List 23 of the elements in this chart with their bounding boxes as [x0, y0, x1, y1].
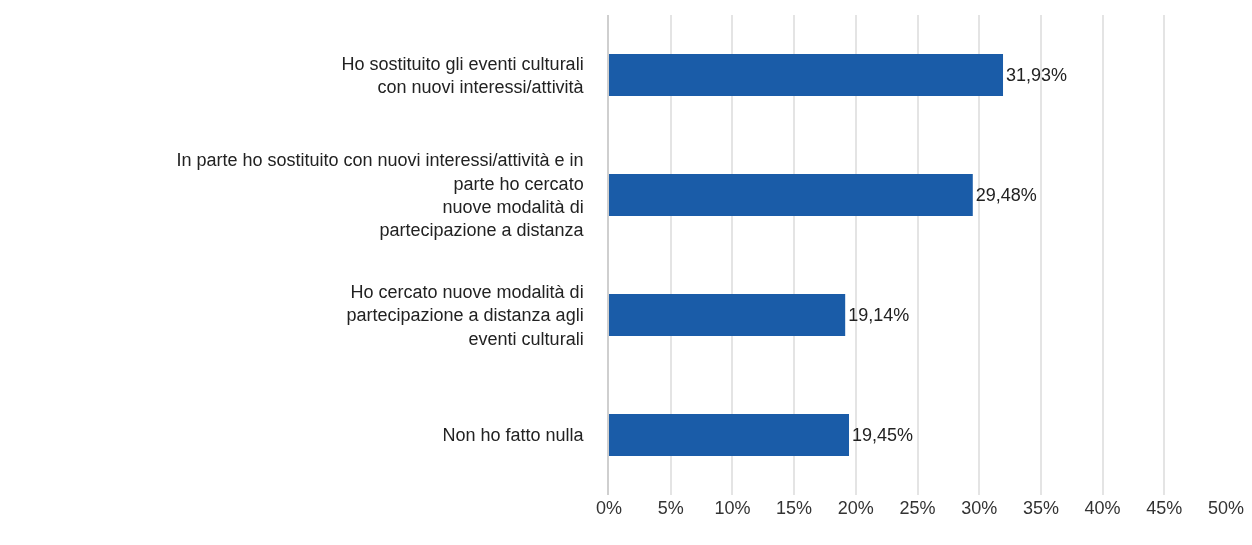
y-tick-label: In parte ho sostituito con nuovi interessi/attività e in parte ho cercato nuove modalità di partecipazione a distanza [176, 150, 585, 241]
bar [609, 54, 1004, 96]
y-tick-label: Non ho fatto nulla [442, 425, 585, 446]
x-tick-label: 15% [776, 498, 813, 518]
x-tick-label: 10% [714, 498, 751, 518]
data-label: 29,48% [975, 185, 1037, 205]
x-tick-label: 50% [1207, 498, 1245, 518]
data-label: 31,93% [1006, 65, 1068, 85]
bar [609, 414, 850, 456]
x-tick-label: 45% [1146, 498, 1183, 518]
x-tick-label: 0% [595, 498, 623, 518]
x-tick-label: 20% [837, 498, 874, 518]
x-tick-label: 35% [1022, 498, 1059, 518]
y-tick-label: Ho cercato nuove modalità di partecipazione a distanza agli eventi culturali [346, 281, 584, 349]
x-tick-label: 25% [899, 498, 936, 518]
y-tick-label: Ho sostituito gli eventi culturali con nuovi interessi/attività [341, 53, 585, 97]
x-tick-label: 40% [1084, 498, 1121, 518]
data-label: 19,14% [848, 305, 910, 325]
bar [609, 294, 846, 336]
bar [609, 174, 973, 216]
x-tick-label: 30% [961, 498, 998, 518]
data-label: 19,45% [852, 425, 914, 445]
x-tick-label: 5% [657, 498, 684, 518]
